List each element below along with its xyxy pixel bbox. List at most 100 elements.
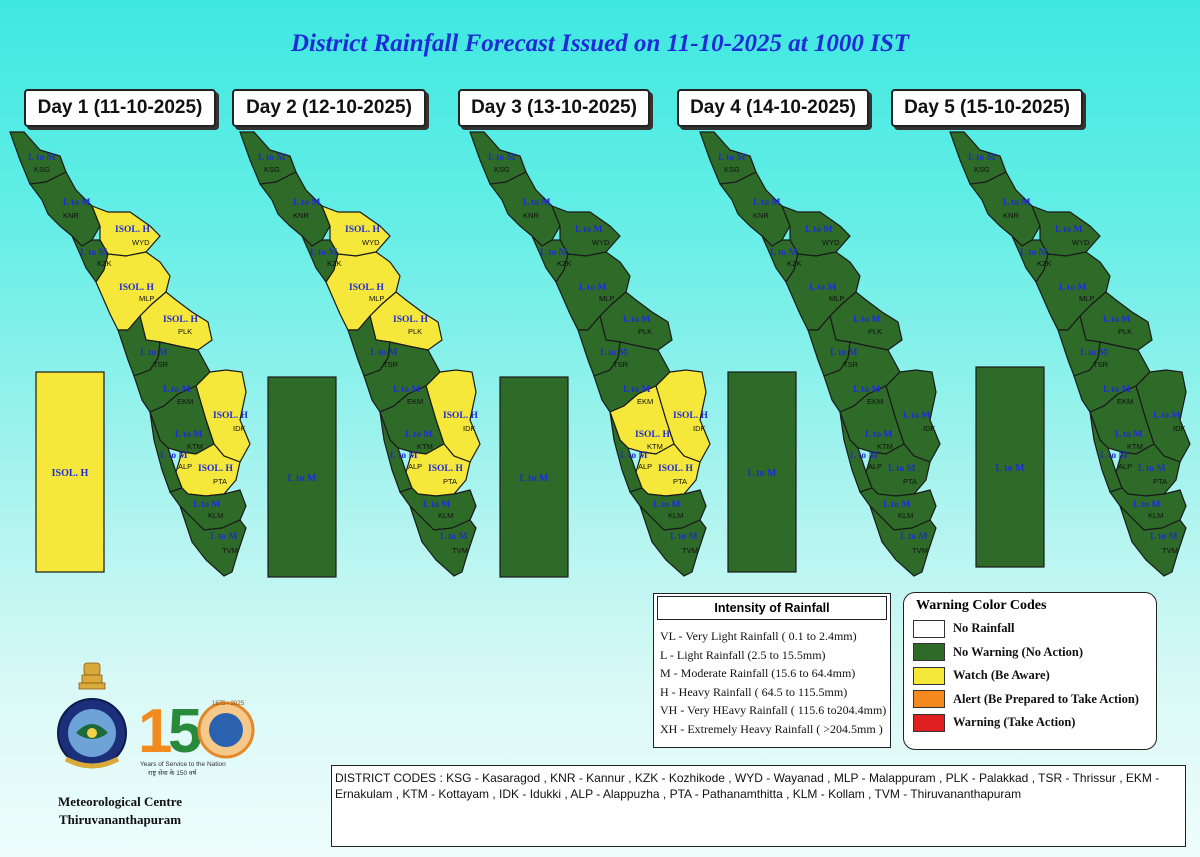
district-code-label: KLM [668,511,683,520]
forecast-label: L to M [1100,451,1127,461]
page-title: District Rainfall Forecast Issued on 11-… [290,30,910,57]
district-code-label: ALP [408,462,422,471]
forecast-label: L to M [968,153,995,163]
anniversary-logo-icon: 1 5 1875 - 2025 Years of Service to the … [138,697,255,777]
offshore-box-day-4 [727,371,797,573]
forecast-label: L to M [160,451,187,461]
district-knr [258,171,331,247]
offshore-box-day-2 [267,376,337,578]
legend-row-no-warning: No Warning (No Action) [913,641,1156,665]
offshore-forecast-label: ISOL. H [52,468,89,479]
district-code-label: KNR [293,211,309,220]
legend-label: Alert (Be Prepared to Take Action) [953,691,1139,706]
district-code-label: MLP [599,294,614,303]
svg-text:1: 1 [138,697,172,766]
anniversary-years: 1875 - 2025 [212,701,245,707]
color-swatch [913,713,945,732]
forecast-label: L to M [575,225,602,235]
forecast-label: L to M [853,385,880,395]
legend-label: Watch (Be Aware) [953,668,1050,683]
district-code-label: KZK [787,259,802,268]
intensity-legend: Intensity of Rainfall VL - Very Light Ra… [653,593,891,748]
offshore-box-day-1 [35,371,105,573]
district-tvm [1119,505,1187,577]
district-code-label: KTM [1127,442,1143,451]
forecast-label: L to M [903,411,930,421]
district-codes: DISTRICT CODES : KSG - Kasaragod , KNR -… [331,765,1186,847]
forecast-label: L to M [888,464,915,474]
district-tvm [179,505,247,577]
district-code-label: PTA [1153,477,1167,486]
forecast-label: ISOL. H [115,225,150,235]
forecast-label: L to M [405,430,432,440]
color-swatch [913,666,945,685]
district-code-label: KSG [724,165,740,174]
forecast-label: L to M [140,348,167,358]
legend-row-warning: Warning (Take Action) [913,711,1156,735]
legend-label: No Warning (No Action) [953,644,1083,659]
offshore-box-day-5 [975,366,1045,568]
district-code-label: KSG [494,165,510,174]
district-code-label: TVM [452,546,468,555]
forecast-label: L to M [293,198,320,208]
day-4-header: Day 4 (14-10-2025) [677,89,869,127]
district-code-label: EKM [1117,397,1133,406]
forecast-label: L to M [770,248,797,258]
district-code-label: KNR [753,211,769,220]
district-code-label: KLM [438,511,453,520]
district-code-label: KTM [877,442,893,451]
district-code-label: KZK [1037,259,1052,268]
forecast-label: L to M [1080,348,1107,358]
district-code-label: WYD [132,238,150,247]
forecast-label: ISOL. H [673,411,708,421]
forecast-label: L to M [653,500,680,510]
intensity-row: VH - Very HEavy Rainfall ( 115.6 to204.4… [660,703,887,717]
forecast-label: L to M [1153,411,1180,421]
forecast-label: L to M [370,348,397,358]
forecast-label: L to M [850,451,877,461]
forecast-label: L to M [1103,315,1130,325]
offshore-forecast-label: L to M [748,468,777,479]
district-code-label: KTM [417,442,433,451]
district-code-label: MLP [829,294,844,303]
forecast-label: L to M [865,430,892,440]
anniversary-tagline: Years of Service to the Nation [140,761,226,768]
forecast-label: L to M [1055,225,1082,235]
district-code-label: KSG [34,165,50,174]
forecast-label: L to M [163,385,190,395]
forecast-label: L to M [390,451,417,461]
intensity-row: H - Heavy Rainfall ( 64.5 to 115.5mm) [660,684,848,699]
district-code-label: KLM [1148,511,1163,520]
org-line-2: Thiruvananthapuram [58,812,182,827]
district-knr [488,171,561,247]
forecast-label: ISOL. H [428,464,463,474]
forecast-label: L to M [830,348,857,358]
district-code-label: PTA [903,477,917,486]
forecast-label: L to M [175,430,202,440]
forecast-label: L to M [393,385,420,395]
color-swatch [913,690,945,709]
forecast-label: L to M [600,348,627,358]
forecast-label: L to M [670,532,697,542]
forecast-label: L to M [620,451,647,461]
forecast-label: L to M [210,532,237,542]
district-code-label: IDK [693,424,706,433]
district-code-label: KSG [264,165,280,174]
district-code-label: PLK [868,327,882,336]
anniversary-tagline-hindi: राष्ट्र सेवा के 150 वर्ष [148,769,197,777]
legend-label: No Rainfall [953,621,1015,636]
forecast-label: L to M [1138,464,1165,474]
org-line-1: Meteorological Centre [57,794,183,809]
district-pta [865,443,931,497]
district-code-label: KNR [1003,211,1019,220]
district-code-label: TVM [682,546,698,555]
warning-legend-title: Warning Color Codes [916,598,1047,613]
district-code-label: KZK [327,259,342,268]
district-code-label: ALP [868,462,882,471]
district-code-label: KSG [974,165,990,174]
offshore-forecast-label: L to M [996,463,1025,474]
